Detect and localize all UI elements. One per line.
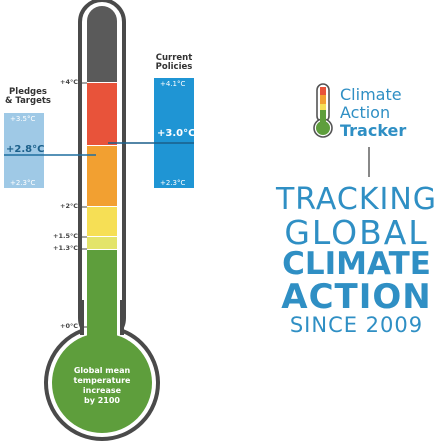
pledges-title-line2: & Targets: [5, 96, 51, 106]
tagline-line2: GLOBAL: [284, 213, 429, 252]
tick-label-1-5c: +1.5°C: [53, 232, 78, 240]
tick-label-4c: +4°C: [60, 78, 78, 86]
brand-name: Climate Action Tracker: [340, 86, 406, 140]
brand-line1: Climate: [340, 85, 402, 104]
current-title-line1: Current: [155, 53, 193, 63]
pledges-lower-value: +2.3°C: [10, 179, 36, 187]
tagline-line3: CLIMATE: [282, 246, 431, 282]
band-red: [87, 83, 117, 145]
band-yellow-light: [87, 237, 117, 249]
tick-label-0c: +0°C: [60, 322, 78, 330]
current-range-band: [154, 78, 194, 188]
current-title-line2: Policies: [155, 62, 193, 72]
pledges-title-line1: Pledges: [9, 87, 47, 97]
bulb-caption-line2: temperature: [73, 376, 131, 385]
band-yellow: [87, 207, 117, 236]
brand-line2: Action: [340, 103, 391, 122]
bulb-caption-line4: by 2100: [84, 396, 120, 405]
pledges-central-value: +2.8°C: [6, 144, 45, 155]
thermometer-bulb: [52, 333, 152, 433]
tagline-line5: SINCE 2009: [289, 313, 424, 337]
pledges-range-band: [4, 113, 44, 188]
tagline-line1: TRACKING: [275, 182, 438, 217]
band-orange: [87, 146, 117, 206]
pledges-title: Pledges & Targets: [0, 88, 56, 106]
tagline-line4: ACTION: [281, 277, 432, 317]
bulb-caption: Global mean temperature increase by 2100: [57, 366, 147, 406]
bulb-caption-line1: Global mean: [73, 366, 131, 375]
tick-label-1-3c: +1.3°C: [53, 244, 78, 252]
brand-line3: Tracker: [340, 121, 407, 140]
pledges-upper-value: +3.5°C: [10, 115, 36, 123]
brand-divider: [368, 147, 370, 177]
climate-action-tracker-logo-icon: [313, 83, 333, 138]
current-upper-value: +4.1°C: [160, 80, 186, 88]
current-title: Current Policies: [146, 54, 202, 72]
band-dark: [87, 6, 117, 82]
bulb-caption-line3: increase: [82, 386, 122, 395]
tick-label-2c: +2°C: [60, 202, 78, 210]
current-central-value: +3.0°C: [157, 128, 196, 139]
current-lower-value: +2.3°C: [160, 179, 186, 187]
